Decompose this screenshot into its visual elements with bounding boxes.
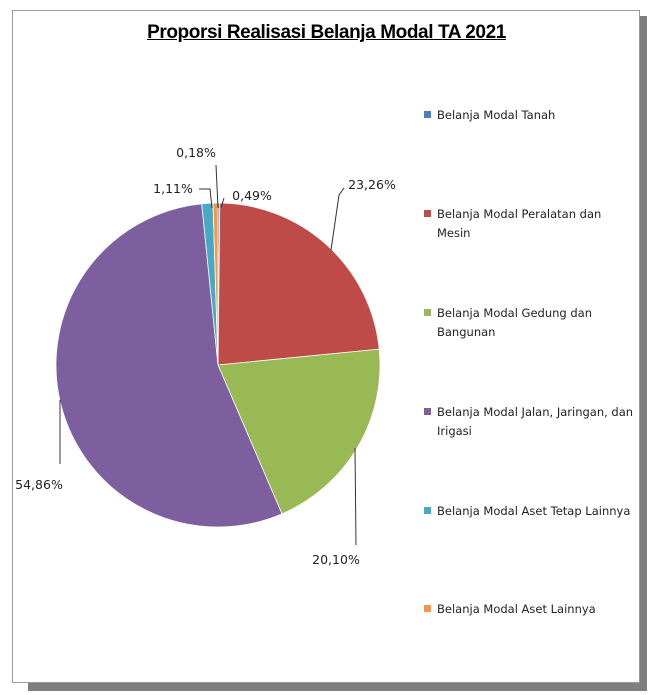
pie-slice-belanja-modal-peralatan-dan-mesin bbox=[217, 202, 380, 366]
frame-shadow-bottom bbox=[28, 683, 647, 691]
data-label-belanja-modal-jalan-jaringan-dan-irigasi: 54,86% bbox=[15, 477, 63, 492]
legend-label: Belanja Modal Jalan, Jaringan, dan Iriga… bbox=[437, 405, 634, 438]
legend-label: Belanja Modal Gedung dan Bangunan bbox=[437, 306, 593, 339]
legend-label: Belanja Modal Peralatan dan Mesin bbox=[437, 207, 602, 240]
leader-line-belanja-modal-tanah bbox=[215, 164, 219, 209]
legend-label: Belanja Modal Aset Tetap Lainnya bbox=[437, 504, 631, 518]
leader-line-belanja-modal-gedung-dan-bangunan bbox=[354, 447, 357, 546]
data-label-belanja-modal-gedung-dan-bangunan: 20,10% bbox=[312, 552, 360, 567]
data-label-belanja-modal-peralatan-dan-mesin: 23,26% bbox=[348, 177, 396, 192]
pie-slice-belanja-modal-jalan-jaringan-dan-irigasi bbox=[55, 203, 283, 528]
legend-swatch bbox=[424, 210, 431, 217]
legend-label: Belanja Modal Tanah bbox=[437, 108, 556, 122]
legend-label: Belanja Modal Aset Lainnya bbox=[437, 602, 596, 616]
data-label-belanja-modal-aset-lainnya: 0,49% bbox=[232, 188, 272, 203]
legend-swatch bbox=[424, 408, 431, 415]
legend-swatch bbox=[424, 309, 431, 316]
data-label-belanja-modal-tanah: 0,18% bbox=[176, 145, 216, 160]
legend-swatch bbox=[424, 111, 431, 118]
frame-shadow-right bbox=[640, 16, 647, 690]
leader-line-belanja-modal-aset-lainnya bbox=[220, 197, 225, 209]
chart-title: Proporsi Realisasi Belanja Modal TA 2021 bbox=[147, 22, 506, 43]
legend-swatch bbox=[424, 507, 431, 514]
data-label-belanja-modal-aset-tetap-lainnya: 1,11% bbox=[153, 181, 193, 196]
leader-line-belanja-modal-peralatan-dan-mesin bbox=[330, 187, 345, 251]
pie-slice-belanja-modal-gedung-dan-bangunan bbox=[217, 348, 381, 515]
legend-swatch bbox=[424, 605, 431, 612]
leader-line-belanja-modal-aset-tetap-lainnya bbox=[199, 188, 213, 209]
